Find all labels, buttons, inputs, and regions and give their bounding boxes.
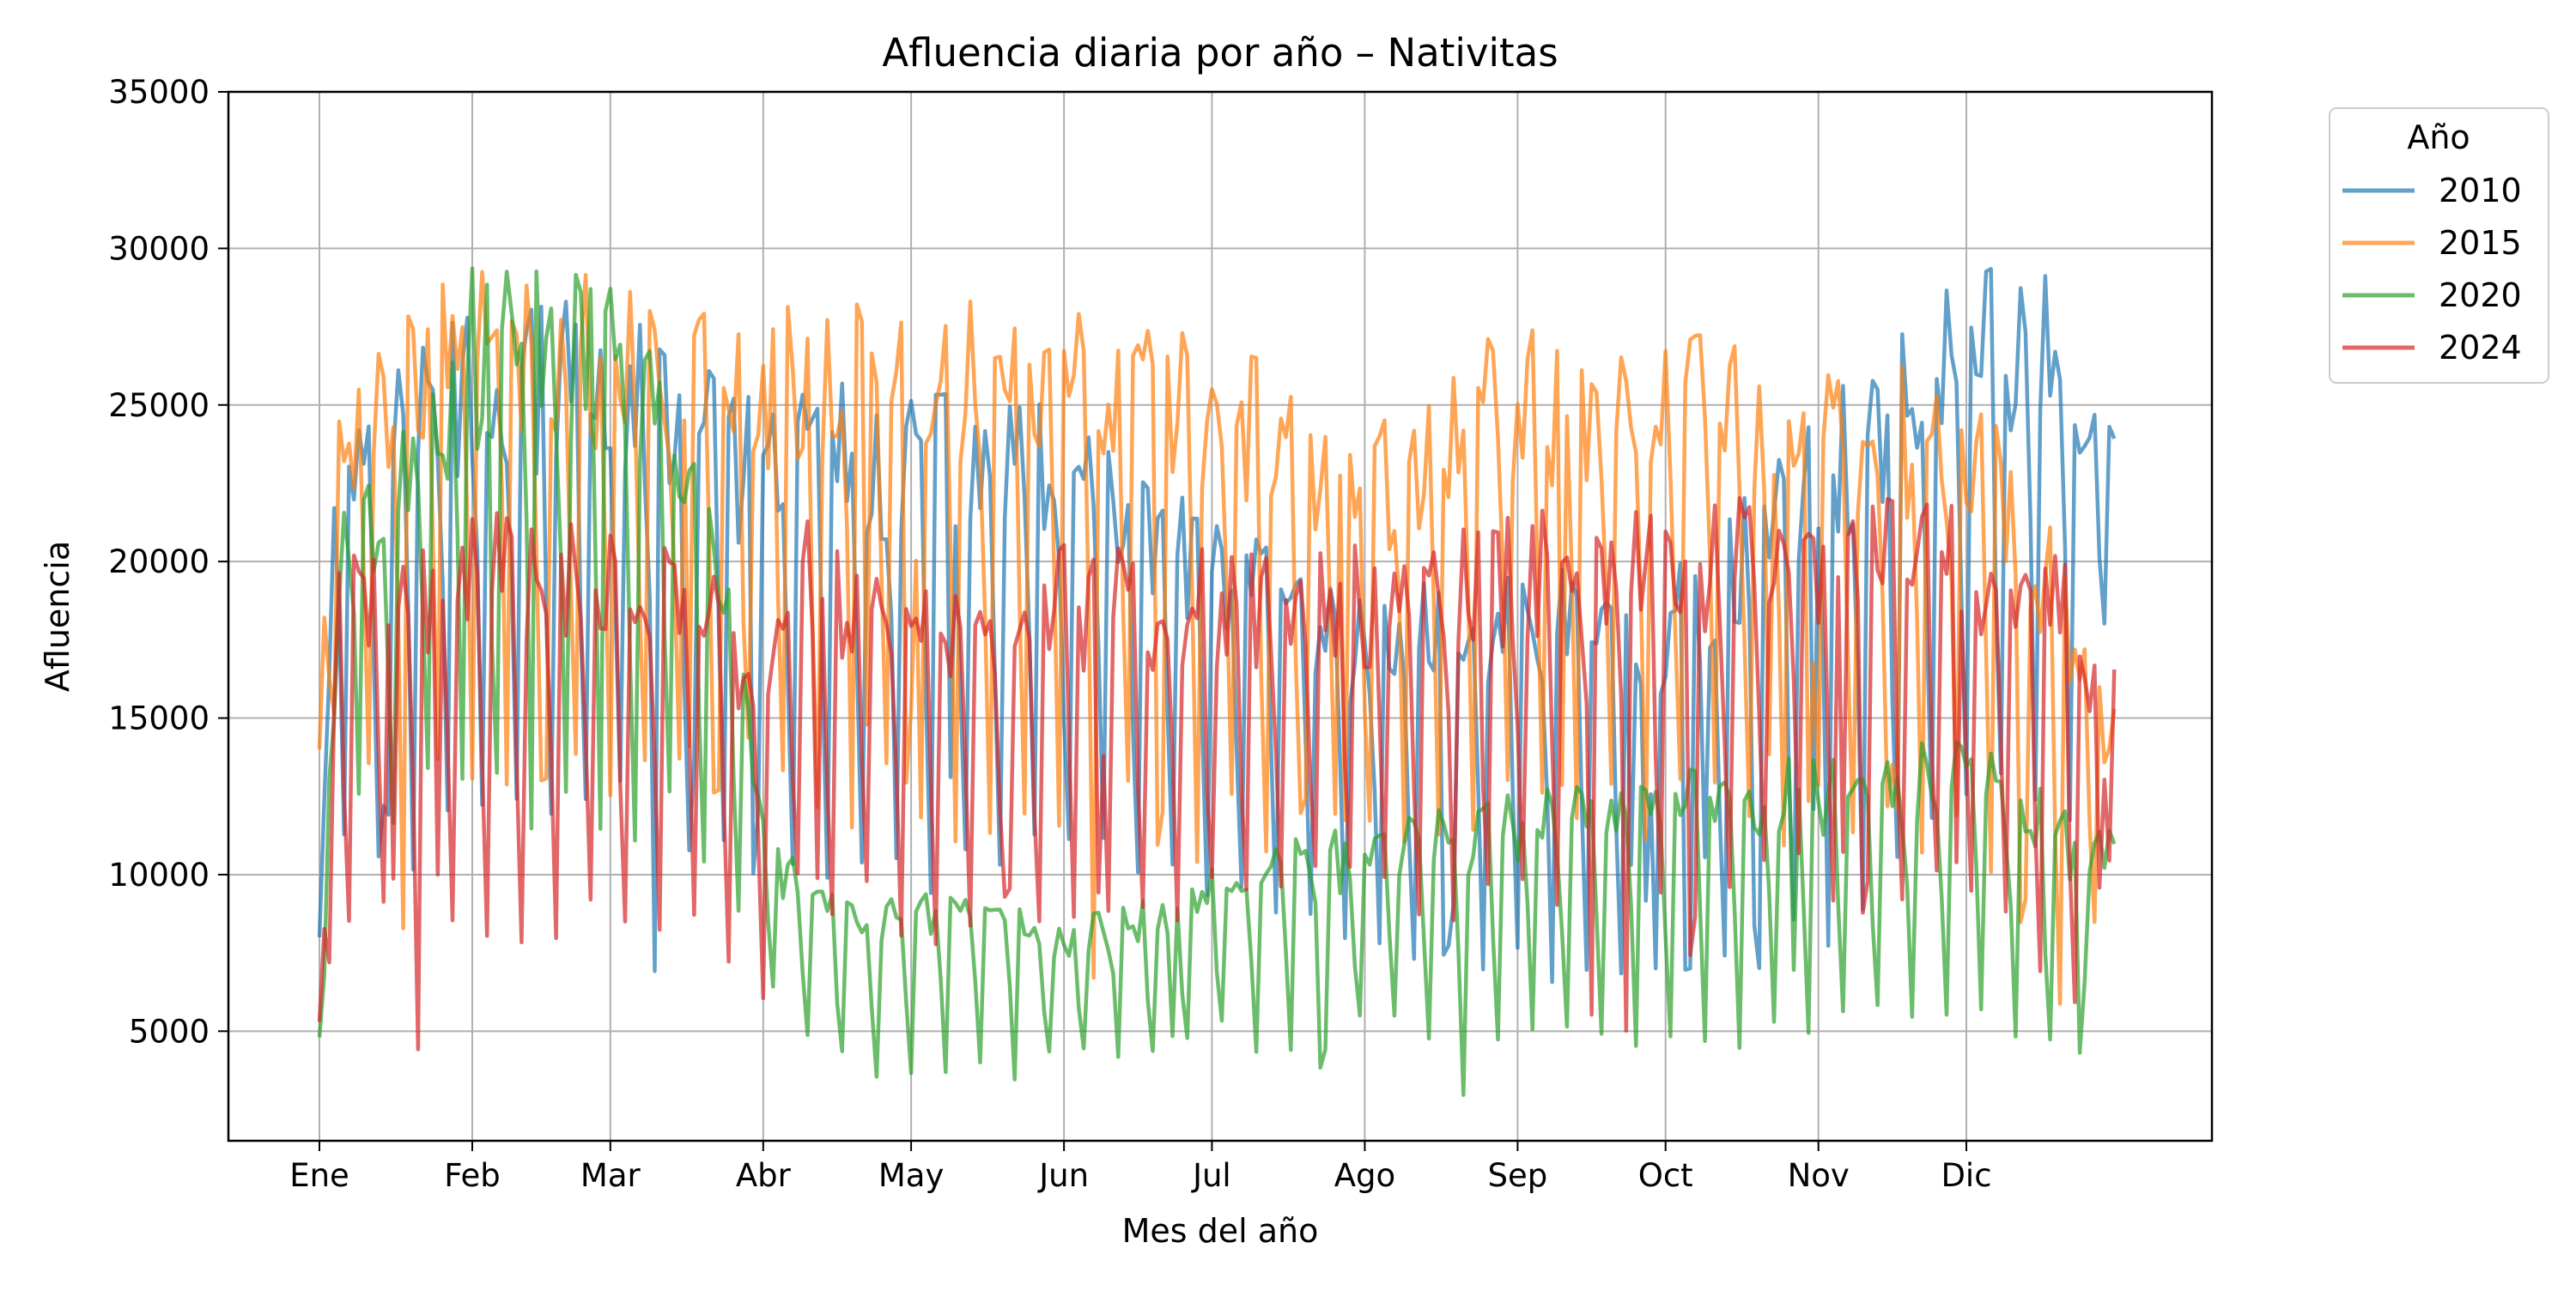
y-axis-label: Afluencia bbox=[39, 541, 76, 692]
legend-label: 2024 bbox=[2439, 329, 2522, 367]
x-tick-label: Feb bbox=[444, 1157, 501, 1194]
y-tick-label: 10000 bbox=[108, 857, 210, 894]
x-axis-label: Mes del año bbox=[1122, 1212, 1319, 1250]
y-tick-label: 30000 bbox=[108, 230, 210, 267]
x-tick-label: Jul bbox=[1191, 1157, 1231, 1194]
legend: Año 2010 2015 2020 2024 bbox=[2329, 107, 2549, 384]
series-line-2020 bbox=[317, 266, 2117, 1097]
legend-box bbox=[2329, 107, 2549, 384]
series-line-2024 bbox=[317, 496, 2117, 1052]
x-tick-label: Dic bbox=[1941, 1157, 1991, 1194]
x-tick-label: Oct bbox=[1638, 1157, 1693, 1194]
x-tick-label: Mar bbox=[580, 1157, 641, 1194]
legend-title: Año bbox=[2407, 118, 2470, 156]
chart-title: Afluencia diaria por año – Nativitas bbox=[882, 30, 1558, 76]
y-tick-label: 35000 bbox=[108, 74, 210, 111]
plot-area-frame bbox=[227, 90, 2214, 1143]
legend-items: 2010 2015 2020 2024 bbox=[2342, 172, 2522, 367]
series-line-2015 bbox=[317, 270, 2117, 1006]
legend-label: 2020 bbox=[2439, 276, 2522, 314]
x-tick-label: Nov bbox=[1788, 1157, 1850, 1194]
legend-label: 2015 bbox=[2439, 224, 2522, 262]
x-tick-label: Ene bbox=[289, 1157, 349, 1194]
x-tick-label: Jun bbox=[1037, 1157, 1089, 1194]
y-tick-label: 25000 bbox=[108, 387, 210, 424]
legend-label: 2010 bbox=[2439, 172, 2522, 209]
y-tick-label: 20000 bbox=[108, 543, 210, 580]
x-tick-label: Sep bbox=[1488, 1157, 1548, 1194]
series-layer bbox=[317, 266, 2117, 1097]
x-tick-label: Ago bbox=[1334, 1157, 1395, 1194]
y-tick-label: 5000 bbox=[129, 1013, 210, 1050]
axis-layer: Ene Feb Mar Abr May Jun Jul Ago Sep Oct Nov Dic 5000… bbox=[108, 74, 1991, 1194]
y-tick-label: 15000 bbox=[108, 700, 210, 737]
x-tick-label: Abr bbox=[736, 1157, 792, 1194]
x-tick-label: May bbox=[878, 1157, 945, 1194]
